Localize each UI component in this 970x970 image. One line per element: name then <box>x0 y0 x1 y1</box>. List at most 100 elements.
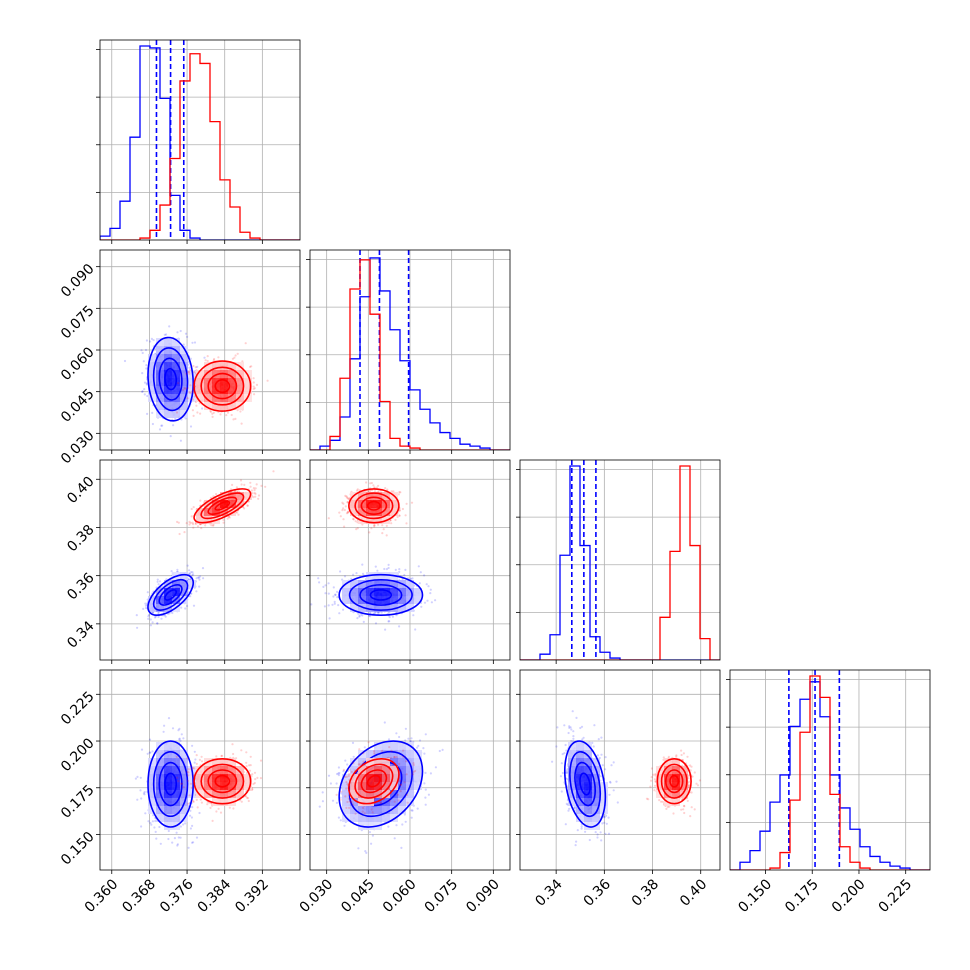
density-cell <box>244 492 252 500</box>
sample-point <box>333 602 336 605</box>
panel-frame <box>99 459 301 661</box>
sample-point <box>332 586 335 589</box>
sample-point <box>162 730 165 733</box>
sample-point <box>417 565 420 568</box>
sample-point <box>332 595 335 598</box>
sample-point <box>164 457 166 459</box>
histogram-series-0 <box>520 465 720 660</box>
density-cell <box>204 362 212 370</box>
sample-point <box>188 523 191 526</box>
sample-point <box>246 504 249 507</box>
sample-point <box>213 357 216 361</box>
sample-point <box>177 836 180 839</box>
sample-point <box>159 580 162 583</box>
sample-point <box>253 489 256 492</box>
sample-point <box>219 413 222 416</box>
density-cell <box>204 500 212 508</box>
sample-point <box>143 393 146 396</box>
sample-point <box>186 564 189 567</box>
sample-point <box>191 824 194 828</box>
sample-point <box>384 628 387 631</box>
sample-point <box>346 501 349 504</box>
sample-point <box>401 507 404 511</box>
sample-point <box>347 497 350 500</box>
sample-point <box>184 607 187 610</box>
sample-point <box>171 611 174 615</box>
density-cell <box>164 410 172 418</box>
histogram-panel-2 <box>516 459 721 664</box>
sample-point <box>141 372 144 375</box>
sample-point <box>178 738 181 741</box>
sample-point <box>139 789 142 792</box>
density-cell <box>382 604 390 612</box>
sample-point <box>189 809 192 812</box>
sample-point <box>355 572 358 575</box>
plot-area <box>310 460 510 660</box>
sample-point <box>161 585 164 588</box>
density-cell <box>228 370 236 378</box>
sample-point <box>142 360 145 363</box>
density-cell <box>196 378 204 386</box>
density-cell <box>204 402 212 410</box>
sample-point <box>149 751 152 754</box>
sample-point <box>211 412 214 415</box>
density-cell <box>414 596 422 604</box>
sample-point <box>212 524 215 527</box>
sample-point <box>412 614 415 617</box>
sample-point <box>140 349 143 352</box>
sample-point <box>252 496 255 499</box>
scatter-panel-3-0: 0.3600.3680.3760.3840.3920.1500.1750.200… <box>58 669 301 916</box>
sample-point <box>186 397 189 400</box>
sample-point <box>199 499 202 502</box>
density-cell <box>172 766 180 774</box>
sample-point <box>246 504 249 507</box>
sample-point <box>381 524 384 527</box>
sample-point <box>177 382 180 385</box>
sample-point <box>190 816 193 819</box>
density-cell <box>342 588 350 596</box>
sample-point <box>222 521 225 524</box>
sample-point <box>161 424 164 427</box>
sample-point <box>156 578 159 581</box>
sample-point <box>253 387 256 390</box>
density-cell <box>188 378 196 386</box>
sample-point <box>191 571 194 574</box>
sample-point <box>373 524 376 527</box>
sample-point <box>225 414 228 417</box>
density-cell <box>148 604 156 612</box>
density-cell <box>204 370 212 378</box>
sample-point <box>228 516 231 519</box>
panel-frame <box>519 459 721 661</box>
sample-point <box>240 483 243 486</box>
sample-point <box>231 357 234 360</box>
density-cell <box>374 508 382 516</box>
sample-point <box>203 356 206 359</box>
density-cell <box>180 386 188 394</box>
sample-point <box>188 572 191 576</box>
sample-point <box>390 522 393 525</box>
density-cell <box>164 782 172 790</box>
sample-point <box>361 563 364 566</box>
scatter-panel-2-1 <box>306 459 511 664</box>
sample-point <box>196 365 199 368</box>
sample-point <box>192 364 195 368</box>
sample-point <box>134 777 137 780</box>
density-cell <box>148 758 156 766</box>
density-cell <box>180 378 188 386</box>
sample-point <box>154 819 157 823</box>
sample-point <box>252 381 255 384</box>
sample-point <box>388 616 391 619</box>
density-cell <box>164 378 172 386</box>
sample-point <box>342 502 345 505</box>
density-cell <box>366 500 374 508</box>
sample-point <box>358 615 361 618</box>
sample-point <box>350 577 353 580</box>
sample-point <box>144 606 148 610</box>
sample-point <box>123 359 127 363</box>
sample-point <box>209 409 212 412</box>
sample-point <box>232 418 235 421</box>
sample-point <box>334 593 337 596</box>
density-cell <box>366 516 374 524</box>
sample-point <box>345 496 348 499</box>
